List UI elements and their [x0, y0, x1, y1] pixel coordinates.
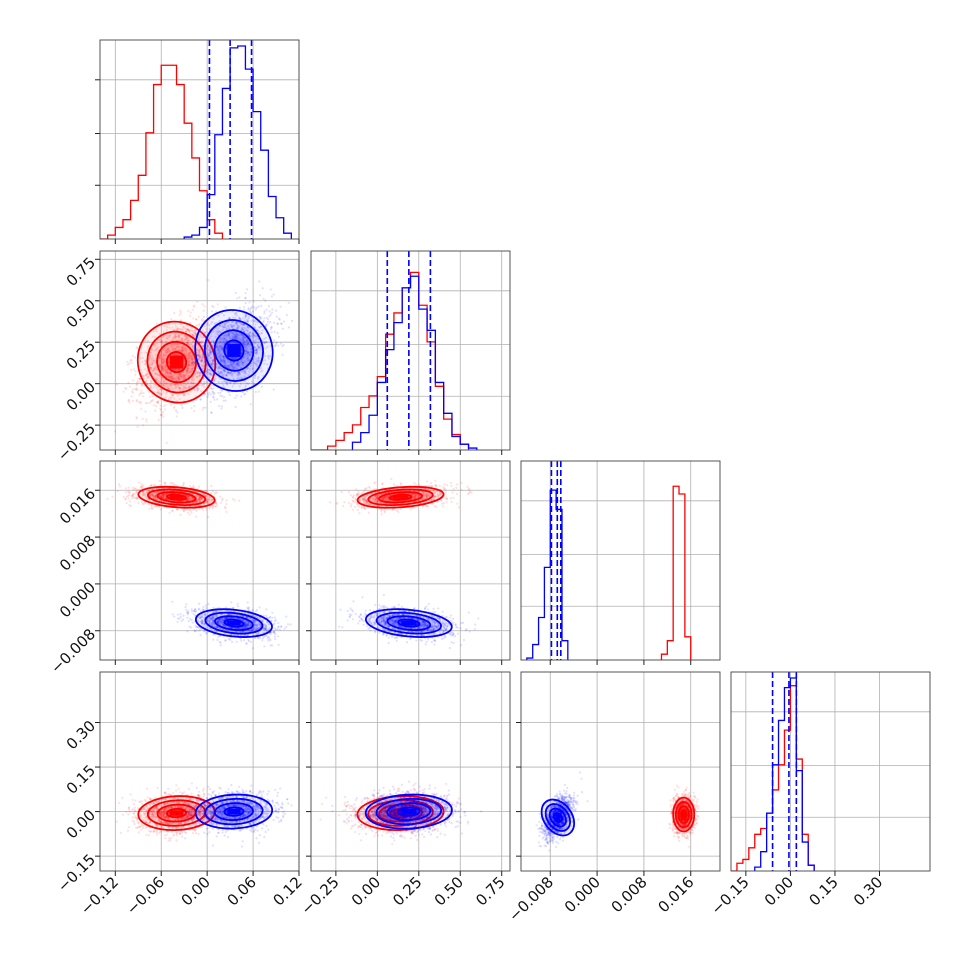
contour-line: [677, 805, 690, 824]
y-tick-label: −0.25: [54, 419, 99, 464]
contour-line: [165, 351, 188, 374]
contour-line: [156, 491, 197, 504]
histogram-panel: [730, 671, 931, 872]
contour-line: [194, 793, 274, 830]
y-tick-label: −0.008: [47, 625, 99, 677]
scatter-series-a: [329, 477, 473, 516]
contour-line: [214, 615, 254, 631]
x-tick-label: 0.00: [178, 873, 214, 909]
x-tick-label: −0.06: [123, 873, 168, 918]
contour-line: [223, 618, 245, 628]
x-tick-label: −0.25: [297, 873, 342, 918]
contour-line: [194, 608, 273, 638]
scatter-series-b: [165, 784, 293, 848]
histogram-series-b: [351, 275, 478, 450]
contour-line: [204, 611, 264, 635]
y-tick-label: 0.00: [63, 806, 99, 842]
histogram-series-a: [311, 271, 470, 450]
histogram-series-a: [660, 485, 692, 660]
histogram-series-a: [100, 64, 224, 239]
histogram-panel: [520, 460, 721, 661]
contour-line: [213, 329, 255, 372]
histogram-panel: [310, 250, 511, 451]
contour-line: [203, 319, 264, 382]
contour-line: [674, 800, 693, 829]
y-tick-label: 0.15: [63, 761, 99, 797]
x-tick-label: 0.30: [850, 873, 886, 909]
contour-line: [166, 807, 187, 819]
contour-line: [680, 809, 688, 820]
y-tick-label: 0.016: [56, 485, 99, 528]
scatter-series-a: [115, 782, 236, 842]
contour-line: [146, 330, 207, 394]
y-tick-label: 0.008: [56, 531, 99, 574]
contour-line: [365, 608, 453, 638]
scatter-panel: [99, 460, 300, 661]
contour-line: [223, 339, 245, 362]
histogram-series-b: [526, 489, 569, 660]
x-tick-label: 0.008: [608, 873, 651, 916]
contour-line: [356, 485, 445, 509]
contour-line: [204, 797, 264, 826]
scatter-panel: [99, 671, 300, 872]
y-tick-label: 0.25: [63, 337, 99, 373]
contour-line: [364, 793, 453, 830]
x-tick-label: 0.50: [431, 873, 467, 909]
contour-line: [147, 488, 207, 507]
x-tick-label: 0.15: [805, 873, 841, 909]
contour-line: [540, 798, 576, 837]
scatter-panel: [310, 671, 511, 872]
x-tick-label: 0.00: [348, 873, 384, 909]
scatter-series-b: [535, 771, 589, 852]
contour-line: [137, 485, 216, 509]
contour-line: [156, 340, 197, 384]
scatter-panel: [310, 460, 511, 661]
scatter-series-b: [171, 600, 292, 650]
scatter-panel: [99, 250, 300, 451]
contour-line: [388, 493, 413, 501]
x-tick-label: 0.75: [472, 873, 508, 909]
y-tick-label: 0.50: [63, 295, 99, 331]
contour-line: [386, 615, 432, 631]
contour-line: [375, 797, 443, 826]
contour-line: [375, 611, 442, 635]
x-tick-label: 0.00: [761, 873, 797, 909]
y-tick-label: 0.000: [56, 578, 99, 621]
scatter-series-b: [331, 780, 483, 839]
scatter-series-a: [106, 479, 241, 519]
scatter-series-a: [319, 782, 469, 845]
contour-line: [378, 491, 423, 504]
contour-line: [544, 803, 571, 832]
contour-line: [552, 812, 563, 823]
contour-line: [397, 806, 421, 817]
contour-line: [672, 796, 696, 833]
contour-line: [136, 320, 217, 404]
x-tick-label: 0.06: [224, 873, 260, 909]
contour-line: [548, 807, 567, 828]
contour-line: [194, 309, 274, 392]
x-tick-label: −0.15: [707, 873, 752, 918]
scatter-series-b: [171, 280, 294, 414]
histogram-series-b: [183, 45, 292, 239]
x-tick-label: 0.25: [389, 873, 425, 909]
scatter-series-b: [338, 593, 480, 650]
contour-line: [367, 488, 434, 507]
histogram-panel: [95, 39, 300, 240]
y-tick-label: 0.30: [63, 717, 99, 753]
histogram-series-b: [754, 677, 815, 871]
x-tick-label: −0.12: [77, 873, 122, 918]
scatter-panel: [520, 671, 721, 872]
x-tick-label: 0.000: [561, 873, 604, 916]
contour-line: [213, 802, 254, 822]
x-tick-label: −0.008: [505, 873, 557, 925]
contour-line: [166, 493, 187, 501]
contour-line: [223, 806, 245, 817]
y-tick-label: 0.75: [63, 254, 99, 290]
contour-line: [386, 802, 432, 822]
scatter-series-a: [668, 784, 700, 848]
x-tick-label: 0.016: [654, 873, 697, 916]
contour-line: [397, 618, 421, 628]
y-tick-label: 0.00: [63, 378, 99, 414]
